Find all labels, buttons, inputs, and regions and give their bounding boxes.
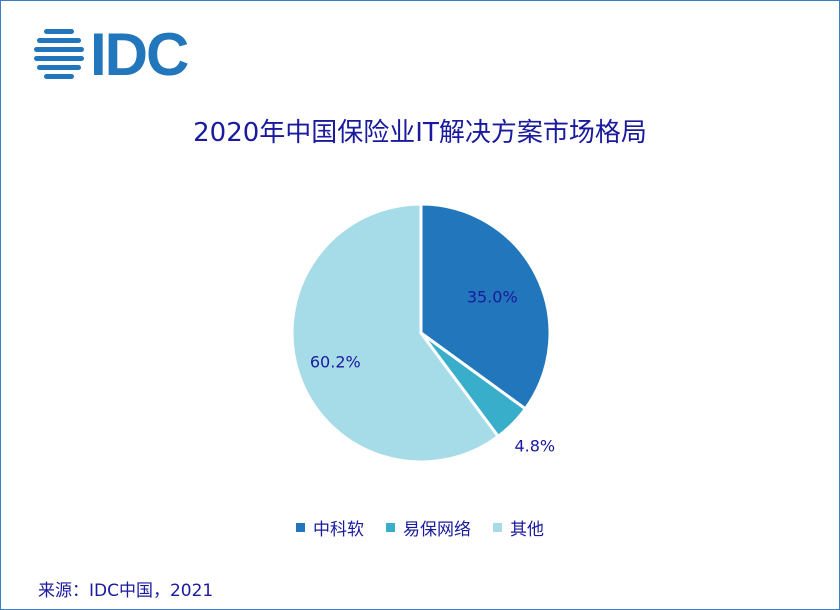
- pie-slice-1: [419, 202, 552, 411]
- legend: 中科软 易保网络 其他: [0, 515, 840, 540]
- legend-item-1: 中科软: [296, 515, 364, 540]
- legend-swatch: [386, 523, 395, 532]
- legend-label: 易保网络: [403, 520, 471, 540]
- legend-item-2: 易保网络: [386, 515, 471, 540]
- legend-item-3: 其他: [493, 515, 544, 540]
- legend-label: 中科软: [313, 520, 364, 540]
- legend-label: 其他: [510, 520, 544, 540]
- legend-swatch: [296, 523, 305, 532]
- chart-title: 2020年中国保险业IT解决方案市场格局: [193, 118, 647, 148]
- logo-text: IDC: [90, 25, 188, 81]
- slice-label-3: 60.2%: [310, 352, 361, 371]
- globe-icon: [34, 29, 84, 79]
- slice-label-2: 4.8%: [514, 436, 555, 455]
- source-note: 来源：IDC中国，2021: [38, 581, 214, 601]
- slice-label-1: 35.0%: [467, 288, 518, 307]
- pie-slice-3: [290, 202, 500, 464]
- legend-swatch: [493, 523, 502, 532]
- idc-logo: IDC: [34, 25, 190, 81]
